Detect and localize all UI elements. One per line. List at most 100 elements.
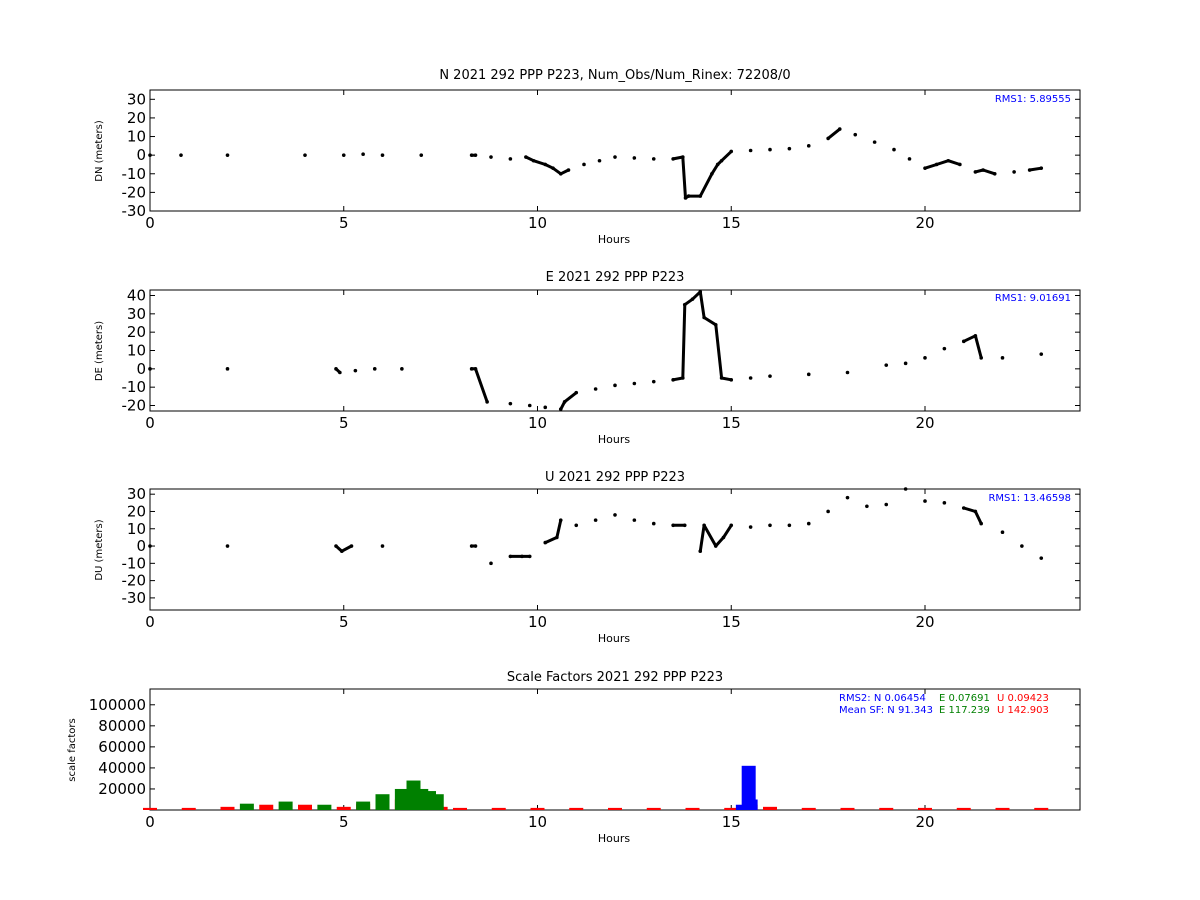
- x-tick-label: 20: [915, 214, 934, 232]
- scale-factor-bar: [220, 806, 235, 810]
- x-tick-label: 10: [528, 214, 547, 232]
- position-point: [884, 363, 889, 367]
- position-point: [469, 367, 474, 371]
- position-point: [566, 168, 571, 172]
- position-point: [729, 378, 734, 382]
- panel-sf-rms2-u: U 0.09423: [997, 693, 1049, 704]
- scale-factor-bar: [879, 807, 894, 810]
- scale-factor-bar: [801, 807, 816, 810]
- position-point: [473, 367, 478, 371]
- x-tick-label: 10: [528, 813, 547, 831]
- position-point: [686, 194, 691, 198]
- position-point: [973, 170, 978, 174]
- position-point: [768, 523, 772, 528]
- position-point: [225, 367, 230, 371]
- position-series-trace: [336, 292, 1041, 409]
- panel-de-xlabel: Hours: [598, 433, 630, 446]
- position-point: [574, 390, 579, 395]
- panel-du-rms: RMS1: 13.46598: [988, 493, 1071, 504]
- y-tick-label: 30: [127, 305, 146, 323]
- position-point: [806, 521, 811, 526]
- panel-dn-frame: [149, 89, 1081, 212]
- y-tick-label: 0: [136, 537, 146, 555]
- position-point: [361, 152, 365, 157]
- x-tick-label: 20: [915, 613, 934, 631]
- panel-du-frame: [149, 488, 1081, 611]
- position-point: [719, 376, 724, 380]
- y-tick-label: 20: [127, 323, 146, 341]
- panel-de-xticks: 0 5 10 15 20: [145, 290, 935, 432]
- x-tick-label: 15: [722, 813, 741, 831]
- position-point: [671, 157, 675, 161]
- position-point: [768, 374, 772, 378]
- panel-dn-ylabel: DN (meters): [94, 120, 105, 182]
- panel-de-frame: [149, 289, 1081, 412]
- scale-factor-bar: [743, 799, 758, 810]
- panel-sf-rms2-e: E 0.07691: [939, 693, 990, 704]
- panel-dn-series: [148, 127, 1044, 200]
- position-point: [225, 153, 230, 157]
- position-point: [334, 544, 338, 548]
- scale-factor-bar: [259, 804, 274, 810]
- panel-du-xlabel: Hours: [598, 632, 630, 645]
- y-tick-label: -30: [122, 202, 147, 220]
- scale-factor-bar: [453, 807, 467, 810]
- y-tick-label: -20: [122, 183, 147, 201]
- scale-factor-bar: [1034, 807, 1049, 810]
- position-point: [845, 495, 850, 500]
- y-tick-label: -20: [122, 397, 147, 415]
- y-tick-label: -30: [122, 589, 147, 607]
- position-point: [787, 523, 792, 528]
- position-point: [632, 156, 637, 160]
- position-point: [613, 383, 617, 388]
- scale-factor-bar: [685, 807, 700, 810]
- position-point: [979, 521, 983, 526]
- position-point: [380, 544, 385, 548]
- position-point: [872, 140, 877, 144]
- y-tick-label: 40000: [98, 759, 146, 777]
- position-point: [1012, 170, 1016, 174]
- position-point: [845, 370, 850, 375]
- position-point: [748, 148, 753, 153]
- position-point: [543, 405, 548, 410]
- position-point: [729, 523, 734, 528]
- position-point: [469, 544, 474, 548]
- position-point: [981, 168, 985, 172]
- position-point: [710, 171, 714, 176]
- position-point: [303, 153, 307, 157]
- y-tick-label: 20: [127, 109, 146, 127]
- y-tick-label: 10: [127, 342, 146, 360]
- position-point: [865, 504, 869, 509]
- position-point: [958, 162, 962, 167]
- position-point: [551, 166, 555, 170]
- position-point: [683, 196, 688, 200]
- position-point: [558, 171, 563, 176]
- position-point: [768, 147, 772, 152]
- position-point: [148, 544, 152, 548]
- panel-sf-rms2-n: RMS2: N 0.06454: [839, 693, 926, 704]
- position-point: [806, 372, 811, 377]
- position-point: [884, 502, 889, 507]
- position-point: [942, 346, 947, 351]
- panel-sf-meansf-u: U 142.903: [997, 705, 1049, 716]
- position-point: [1027, 168, 1032, 172]
- scale-factor-bar: [741, 765, 756, 810]
- scale-factor-bar: [336, 806, 351, 810]
- position-point: [372, 367, 377, 371]
- position-point: [748, 525, 753, 529]
- panel-dn-xlabel: Hours: [598, 233, 630, 246]
- position-point: [341, 153, 346, 157]
- position-point: [729, 149, 734, 154]
- scale-factor-bar: [143, 807, 157, 810]
- position-point: [973, 334, 978, 338]
- position-point: [973, 509, 978, 514]
- position-point: [349, 544, 354, 548]
- position-point: [334, 367, 338, 371]
- position-point: [748, 376, 753, 380]
- position-point: [923, 499, 927, 503]
- scale-factor-bar: [724, 807, 739, 810]
- position-point: [558, 518, 563, 522]
- x-tick-label: 5: [339, 414, 349, 432]
